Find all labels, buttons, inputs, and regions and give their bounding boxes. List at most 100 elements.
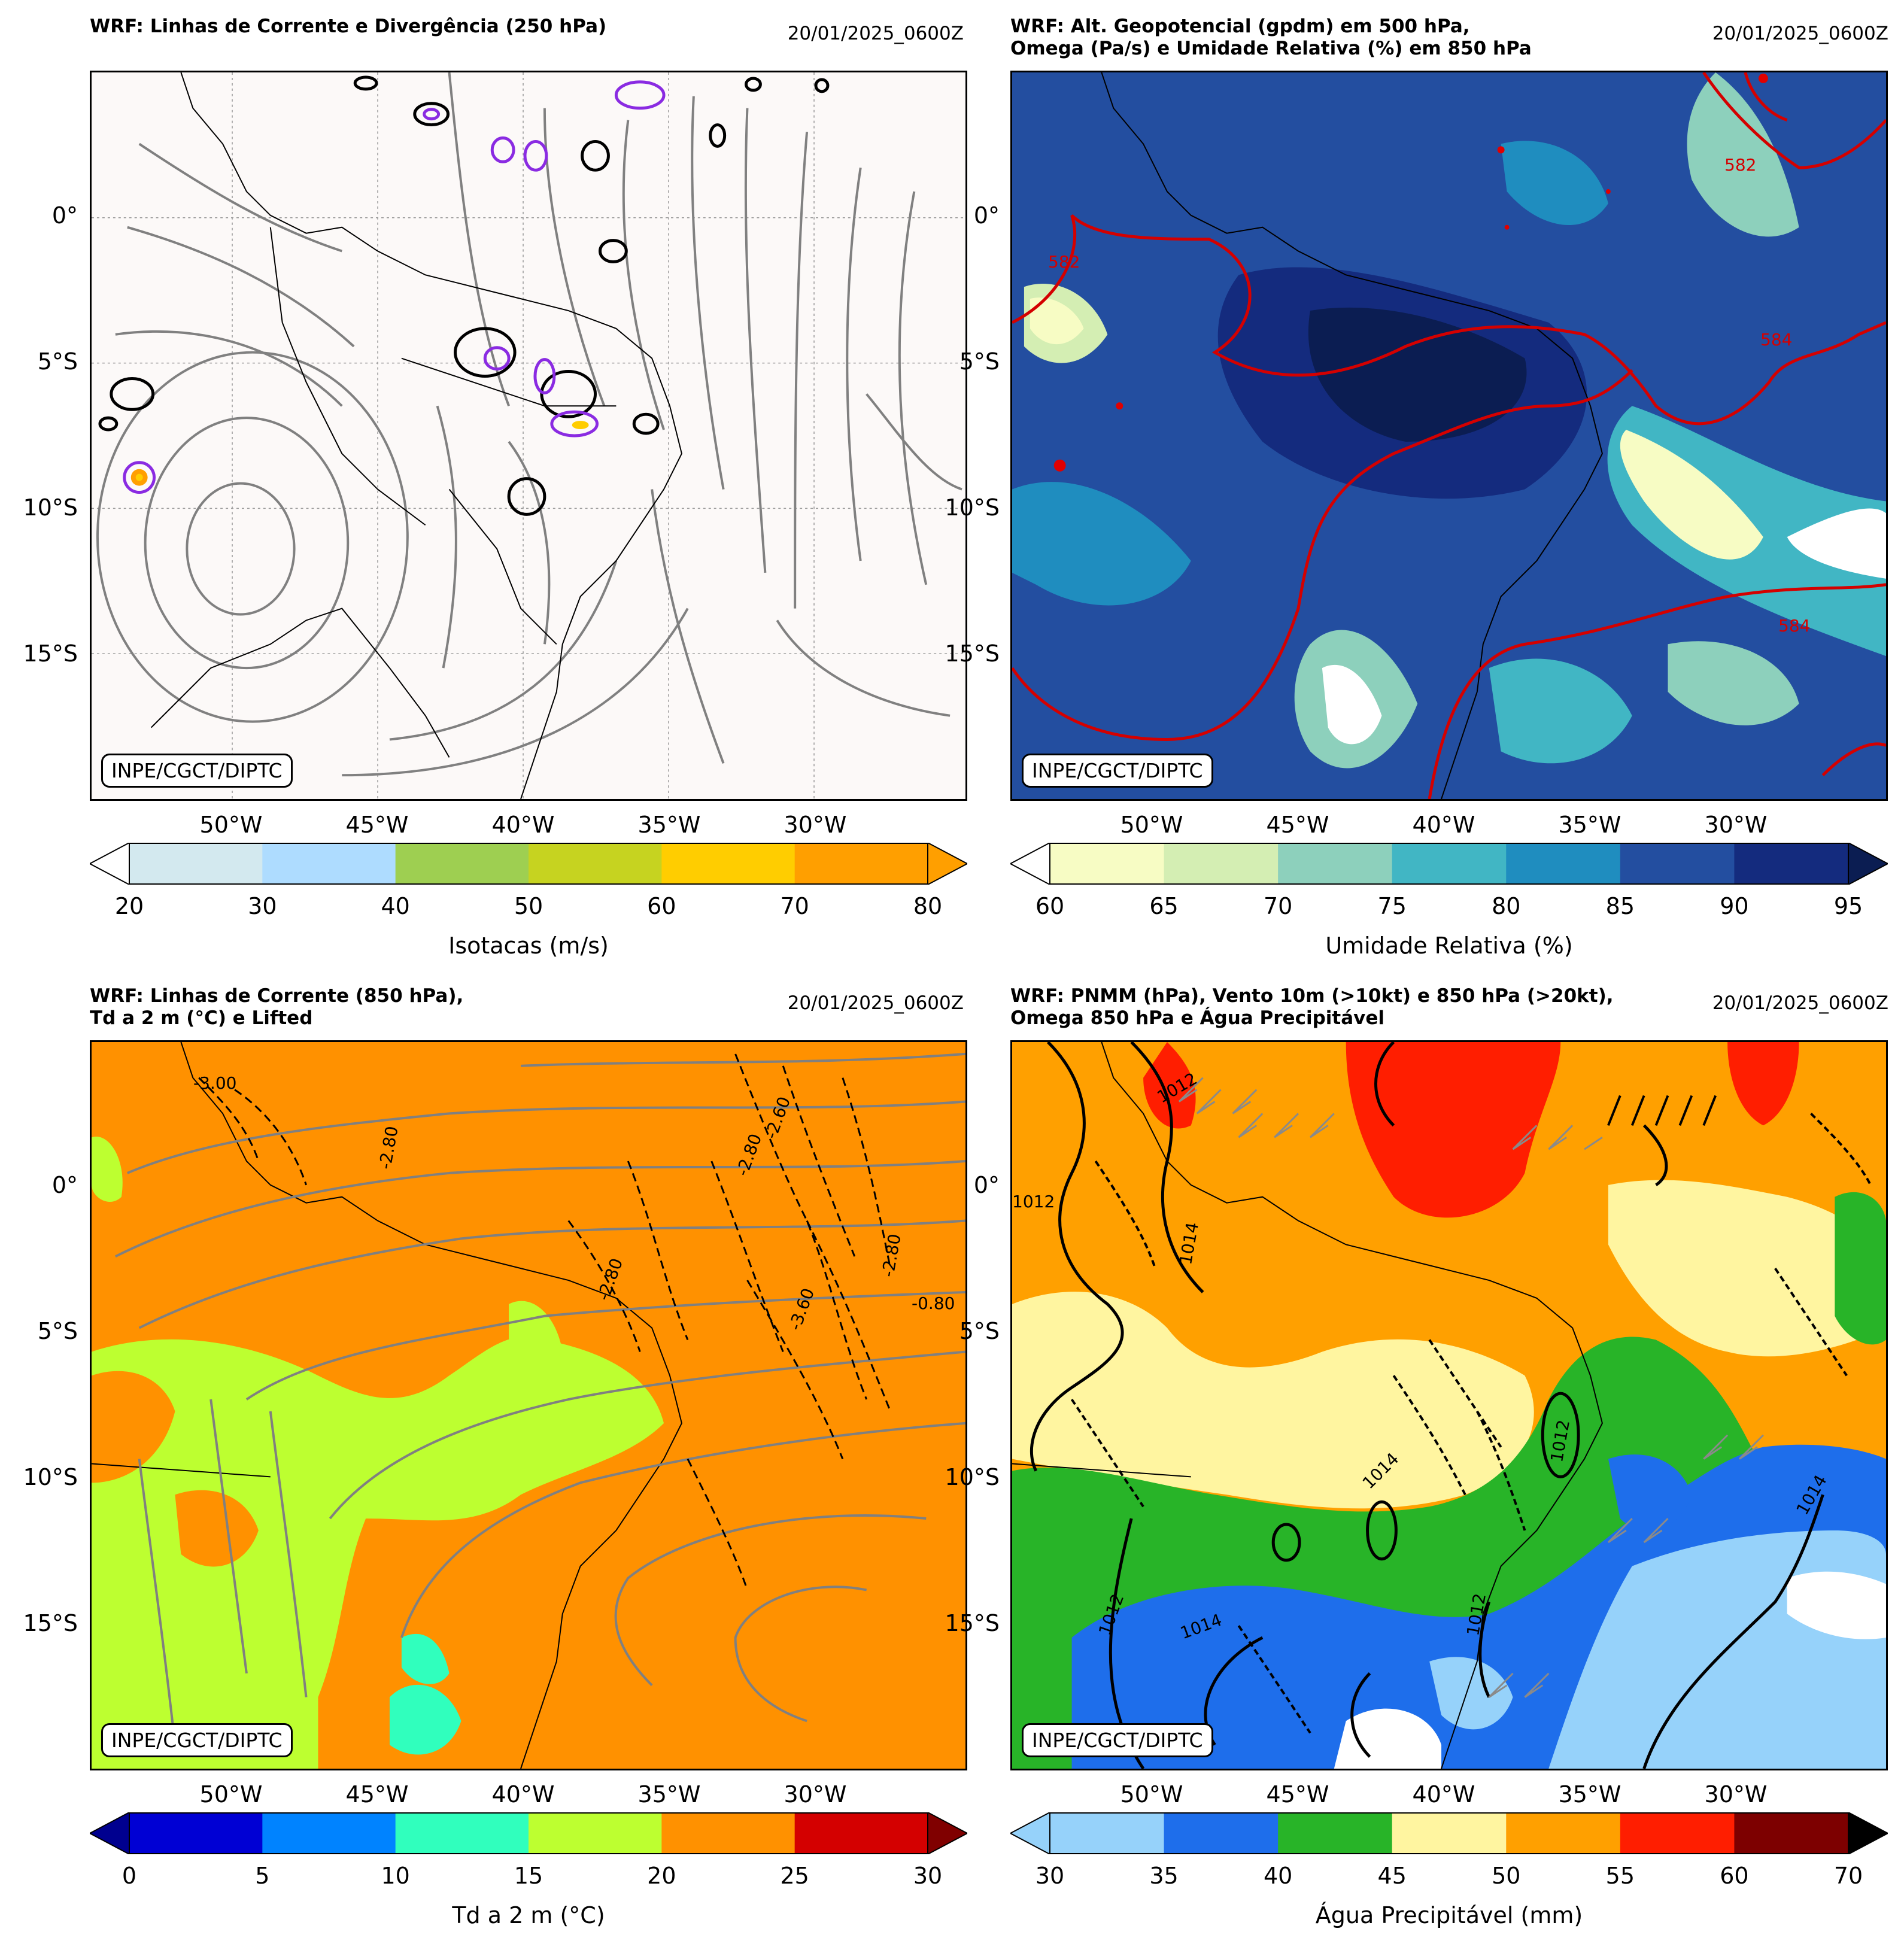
contour-label: -0.80 — [912, 1293, 955, 1313]
colorbar-swatch — [395, 843, 529, 885]
colorbar-tick-label: 80 — [913, 893, 943, 919]
colorbar-extend-max — [1848, 843, 1888, 885]
wind-barbs — [1178, 1077, 1764, 1698]
colorbar-label: Td a 2 m (°C) — [452, 1902, 605, 1928]
colorbar-tick-label: 55 — [1605, 1863, 1635, 1889]
streamlines — [96, 72, 962, 777]
lon-label: 50°W — [199, 1781, 263, 1808]
map-850hpa-drawing — [92, 1042, 965, 1769]
convergence-contours — [123, 80, 666, 494]
colorbar-label: Água Precipitável (mm) — [1315, 1902, 1583, 1928]
colorbar-tick-label: 40 — [1263, 1863, 1293, 1889]
colorbar-tick-label: 95 — [1833, 893, 1863, 919]
colorbar-swatch — [1620, 843, 1735, 885]
colorbar-extend-min — [1010, 1812, 1050, 1854]
map-500hpa[interactable]: 582 584 584 582 INPE/CGCT/DIPTC — [1010, 71, 1888, 801]
isotach-spots — [130, 421, 589, 486]
colorbar-swatch — [1620, 1812, 1735, 1854]
colorbar-swatch — [262, 843, 396, 885]
colorbar-swatch — [1392, 843, 1507, 885]
contour-label: 582 — [1724, 155, 1757, 175]
map-500hpa-drawing — [1012, 72, 1886, 799]
colorbar-swatch — [1050, 843, 1165, 885]
lon-label: 35°W — [1558, 812, 1621, 838]
lat-label: 15°S — [23, 640, 78, 667]
colorbar-drawing — [1010, 1812, 1888, 1854]
panel-datetime: 20/01/2025_0600Z — [1712, 23, 1888, 44]
contour-label: 584 — [1760, 330, 1793, 350]
pw-fill — [1012, 1042, 1886, 1769]
map-850hpa-dewpoint[interactable]: -2.80 -3.00 -2.80 -2.60 -2.80 -3.60 -2.8… — [90, 1040, 967, 1770]
colorbar-swatch — [794, 1812, 928, 1854]
colorbar-tick-label: 45 — [1377, 1863, 1407, 1889]
colorbar-extend-max — [927, 843, 967, 885]
map-250hpa[interactable]: INPE/CGCT/DIPTC — [90, 71, 967, 801]
colorbar-swatch — [1506, 1812, 1621, 1854]
panel-datetime: 20/01/2025_0600Z — [787, 992, 964, 1014]
lon-label: 30°W — [784, 1781, 847, 1808]
colorbar-drawing — [90, 843, 967, 885]
lat-label: 0° — [973, 1172, 1000, 1198]
colorbar-label: Isotacas (m/s) — [448, 933, 609, 959]
colorbar-tick-label: 65 — [1149, 893, 1179, 919]
lat-label: 10°S — [945, 494, 1000, 521]
colorbar-swatch — [1278, 843, 1393, 885]
colorbar-precipitable-water: 30 35 40 45 50 55 60 70 Água Precipitável (mm) — [1010, 1812, 1888, 1928]
colorbar-tick-label: 20 — [114, 893, 144, 919]
coastline — [1012, 1042, 1604, 1769]
lat-label: 15°S — [945, 640, 1000, 667]
colorbar-tick-label: 50 — [1492, 1863, 1521, 1889]
contour-label: 584 — [1778, 616, 1811, 636]
map-pw-drawing — [1012, 1042, 1886, 1769]
lon-label: 35°W — [637, 1781, 701, 1808]
colorbar-tick-label: 70 — [1833, 1863, 1863, 1889]
lat-label: 5°S — [959, 1318, 1000, 1344]
map-precipitable-water[interactable]: 1012 1012 1014 1012 1014 1012 1014 1012 … — [1010, 1040, 1888, 1770]
colorbar-extend-max — [1848, 1812, 1888, 1854]
colorbar-swatch — [1164, 843, 1279, 885]
colorbar-swatch — [262, 1812, 396, 1854]
colorbar-extend-min — [90, 843, 130, 885]
lon-label: 35°W — [1558, 1781, 1621, 1808]
colorbar-swatch — [661, 843, 795, 885]
contour-label: -3.00 — [193, 1073, 237, 1093]
lon-label: 40°W — [491, 1781, 555, 1808]
colorbar-tick-label: 75 — [1377, 893, 1407, 919]
lon-label: 30°W — [1704, 812, 1768, 838]
colorbar-swatch — [1734, 843, 1849, 885]
lon-label: 45°W — [1266, 812, 1329, 838]
colorbar-tick-label: 60 — [1720, 1863, 1749, 1889]
colorbar-tick-label: 15 — [514, 1863, 543, 1889]
lon-label: 45°W — [345, 1781, 409, 1808]
credit-label: INPE/CGCT/DIPTC — [101, 754, 293, 788]
colorbar-tick-label: 30 — [248, 893, 277, 919]
colorbar-swatch — [129, 843, 263, 885]
divergence-contours — [98, 75, 830, 516]
coastline — [92, 1042, 683, 1769]
panel-title: WRF: Linhas de Corrente e Divergência (2… — [90, 16, 607, 37]
lat-label: 0° — [51, 1172, 78, 1198]
lat-label: 5°S — [37, 348, 78, 375]
colorbar-frame — [1049, 1812, 1849, 1854]
lat-label: 10°S — [23, 494, 78, 521]
lon-label: 50°W — [1120, 1781, 1183, 1808]
humidity-fill — [1012, 72, 1886, 799]
lon-label: 35°W — [637, 812, 701, 838]
colorbar-swatch — [1392, 1812, 1507, 1854]
geopotential-contours — [1012, 72, 1886, 799]
panel-title: WRF: Alt. Geopotencial (gpdm) em 500 hPa… — [1010, 16, 1532, 59]
panel-datetime: 20/01/2025_0600Z — [787, 23, 964, 44]
colorbar-swatch — [1164, 1812, 1279, 1854]
colorbar-tick-label: 20 — [647, 1863, 676, 1889]
colorbar-tick-label: 85 — [1605, 893, 1635, 919]
colorbar-swatch — [529, 1812, 662, 1854]
lon-label: 40°W — [1412, 1781, 1475, 1808]
lon-label: 50°W — [1120, 812, 1183, 838]
colorbar-swatch — [1278, 1812, 1393, 1854]
lon-label: 40°W — [491, 812, 555, 838]
coastline — [150, 72, 683, 799]
lon-label: 45°W — [345, 812, 409, 838]
colorbar-tick-label: 60 — [1035, 893, 1065, 919]
lon-label: 40°W — [1412, 812, 1475, 838]
colorbar-tick-label: 60 — [647, 893, 676, 919]
